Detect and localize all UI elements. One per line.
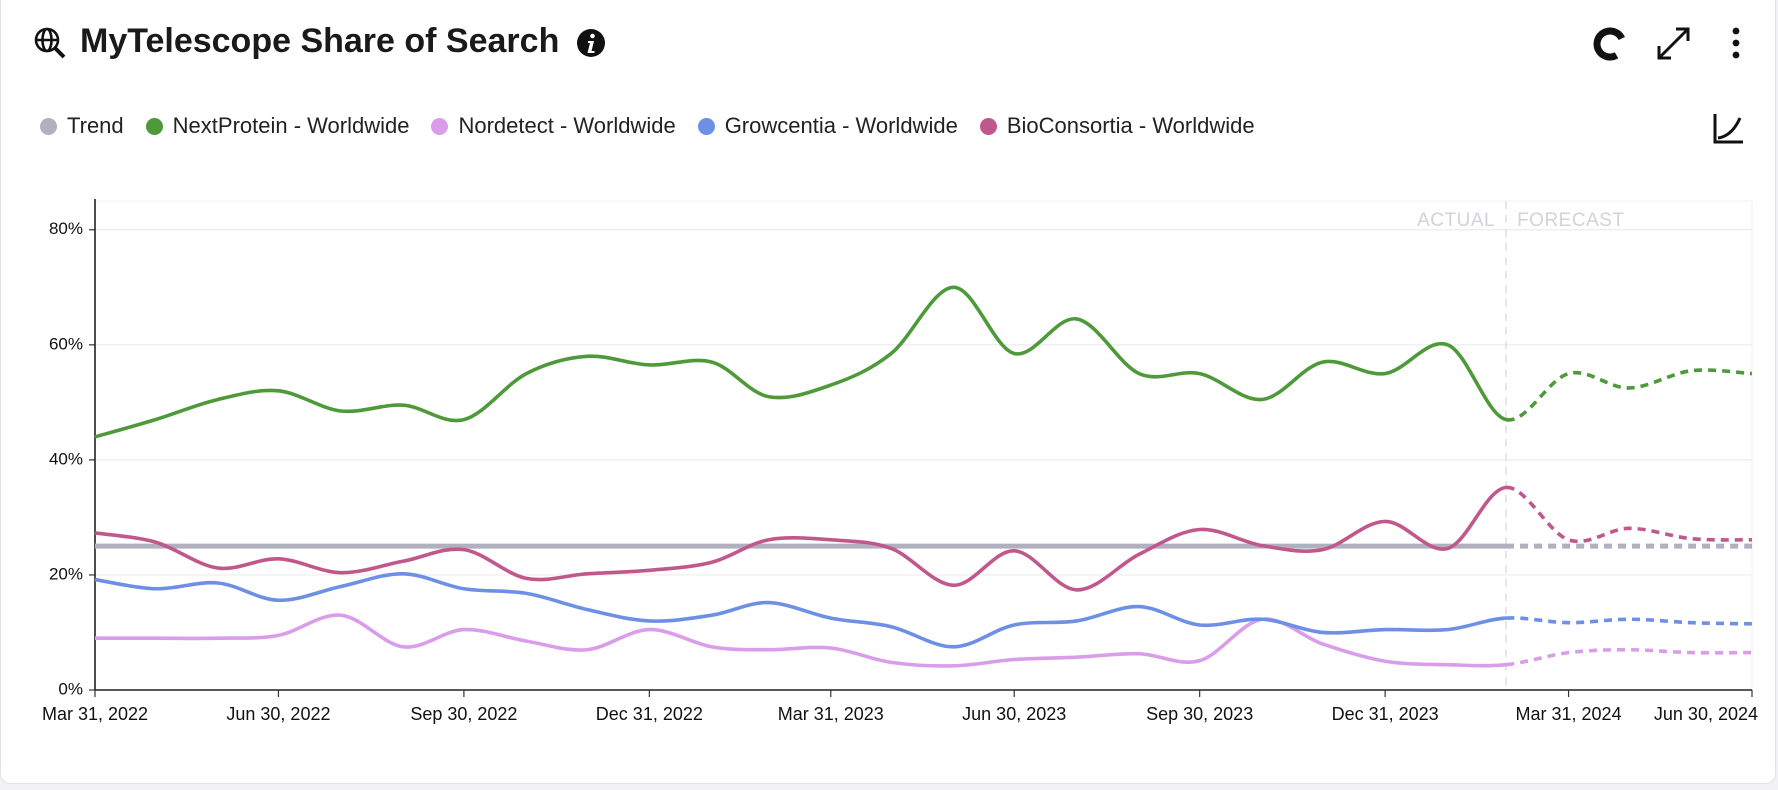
legend-item[interactable]: BioConsortia - Worldwide [979, 113, 1255, 139]
forecast-label: FORECAST [1517, 210, 1624, 231]
legend-label: Growcentia - Worldwide [724, 113, 958, 138]
legend-label: Nordetect - Worldwide [458, 113, 676, 138]
legend-label: NextProtein - Worldwide [172, 113, 410, 138]
x-tick-label: Dec 31, 2023 [1332, 704, 1439, 724]
legend-marker [40, 117, 57, 135]
x-tick-label: Mar 31, 2022 [42, 704, 148, 724]
legend-label: Trend [67, 113, 124, 138]
chart-title: MyTelescope Share of Search [80, 22, 560, 60]
y-tick-label: 0% [58, 679, 83, 698]
chart-type-icon[interactable] [1713, 114, 1743, 144]
y-tick-label: 40% [49, 449, 83, 468]
actual-label: ACTUAL [1417, 210, 1495, 231]
legend-marker [145, 117, 163, 135]
info-icon[interactable] [577, 29, 605, 57]
x-tick-label: Dec 31, 2022 [596, 704, 703, 724]
loop-icon[interactable] [1592, 26, 1628, 62]
series-line [94, 571, 1753, 649]
legend-marker [697, 117, 715, 135]
legend-label: BioConsortia - Worldwide [1006, 113, 1255, 138]
series-line [94, 285, 1753, 439]
legend: Trend NextProtein - Worldwide Nordetect - … [40, 113, 1255, 139]
expand-icon[interactable] [1657, 27, 1690, 60]
series-line [94, 485, 1753, 592]
legend-marker [431, 117, 449, 135]
legend-item[interactable]: Trend [40, 113, 124, 139]
legend-item[interactable]: NextProtein - Worldwide [145, 113, 410, 139]
x-tick-label: Jun 30, 2023 [962, 704, 1066, 724]
y-tick-label: 80% [49, 219, 83, 238]
y-tick-label: 20% [49, 564, 83, 583]
more-icon[interactable] [1732, 27, 1740, 59]
x-tick-label: Sep 30, 2022 [410, 704, 517, 724]
x-tick-label: Sep 30, 2023 [1146, 704, 1253, 724]
legend-marker [979, 117, 997, 135]
x-tick-label: Mar 31, 2023 [778, 704, 884, 724]
x-tick-label: Jun 30, 2024 [1654, 704, 1758, 724]
legend-item[interactable]: Nordetect - Worldwide [431, 113, 676, 139]
x-tick-label: Jun 30, 2022 [226, 704, 330, 724]
legend-item[interactable]: Growcentia - Worldwide [697, 113, 958, 139]
series-line [94, 613, 1753, 668]
y-tick-label: 60% [49, 334, 83, 353]
search-globe-icon [34, 27, 66, 59]
x-tick-label: Mar 31, 2024 [1516, 704, 1622, 724]
